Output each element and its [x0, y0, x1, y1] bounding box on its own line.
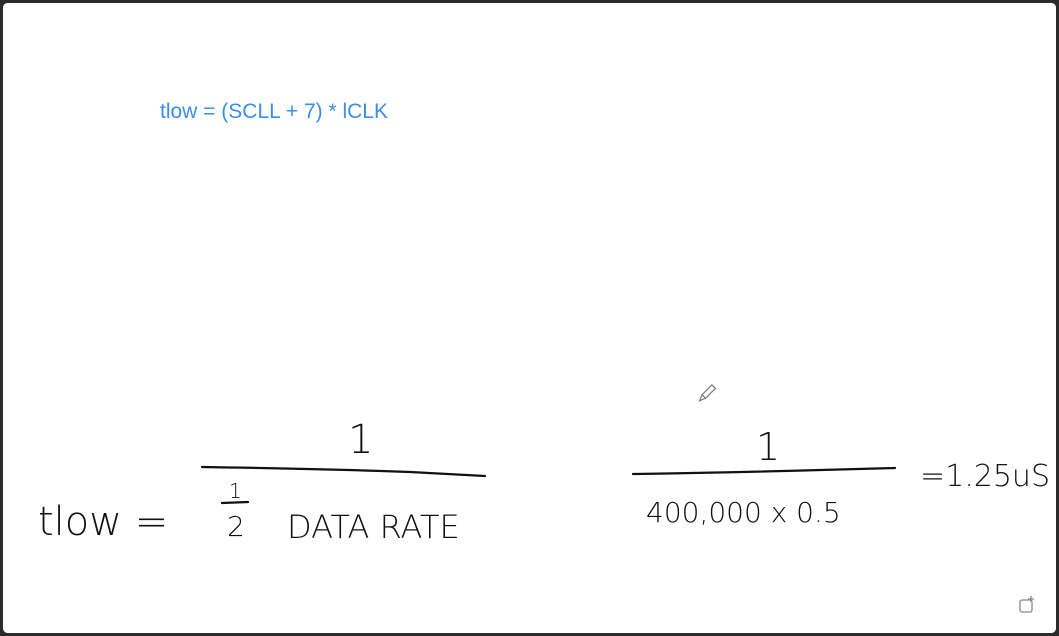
- handwritten-numerator: 1: [348, 417, 373, 463]
- handwritten-numerator: 1: [756, 425, 780, 469]
- handwritten-denominator: 400,000 x 0.5: [646, 496, 841, 529]
- handwritten-result: =1.25uS: [920, 459, 1050, 494]
- handwritten-half-denominator: 2: [227, 510, 245, 543]
- typed-formula: tlow = (SCLL + 7) * lCLK: [160, 100, 388, 123]
- share-icon[interactable]: [1019, 596, 1034, 613]
- handwritten-lhs: tlow =: [38, 499, 168, 545]
- handwritten-denominator: DATA RATE: [287, 508, 460, 546]
- half-bar: [220, 500, 250, 505]
- fraction-bar: [200, 465, 487, 478]
- fraction-bar: [631, 466, 897, 476]
- pencil-cursor: [698, 383, 717, 402]
- handwritten-half-numerator: 1: [229, 479, 242, 503]
